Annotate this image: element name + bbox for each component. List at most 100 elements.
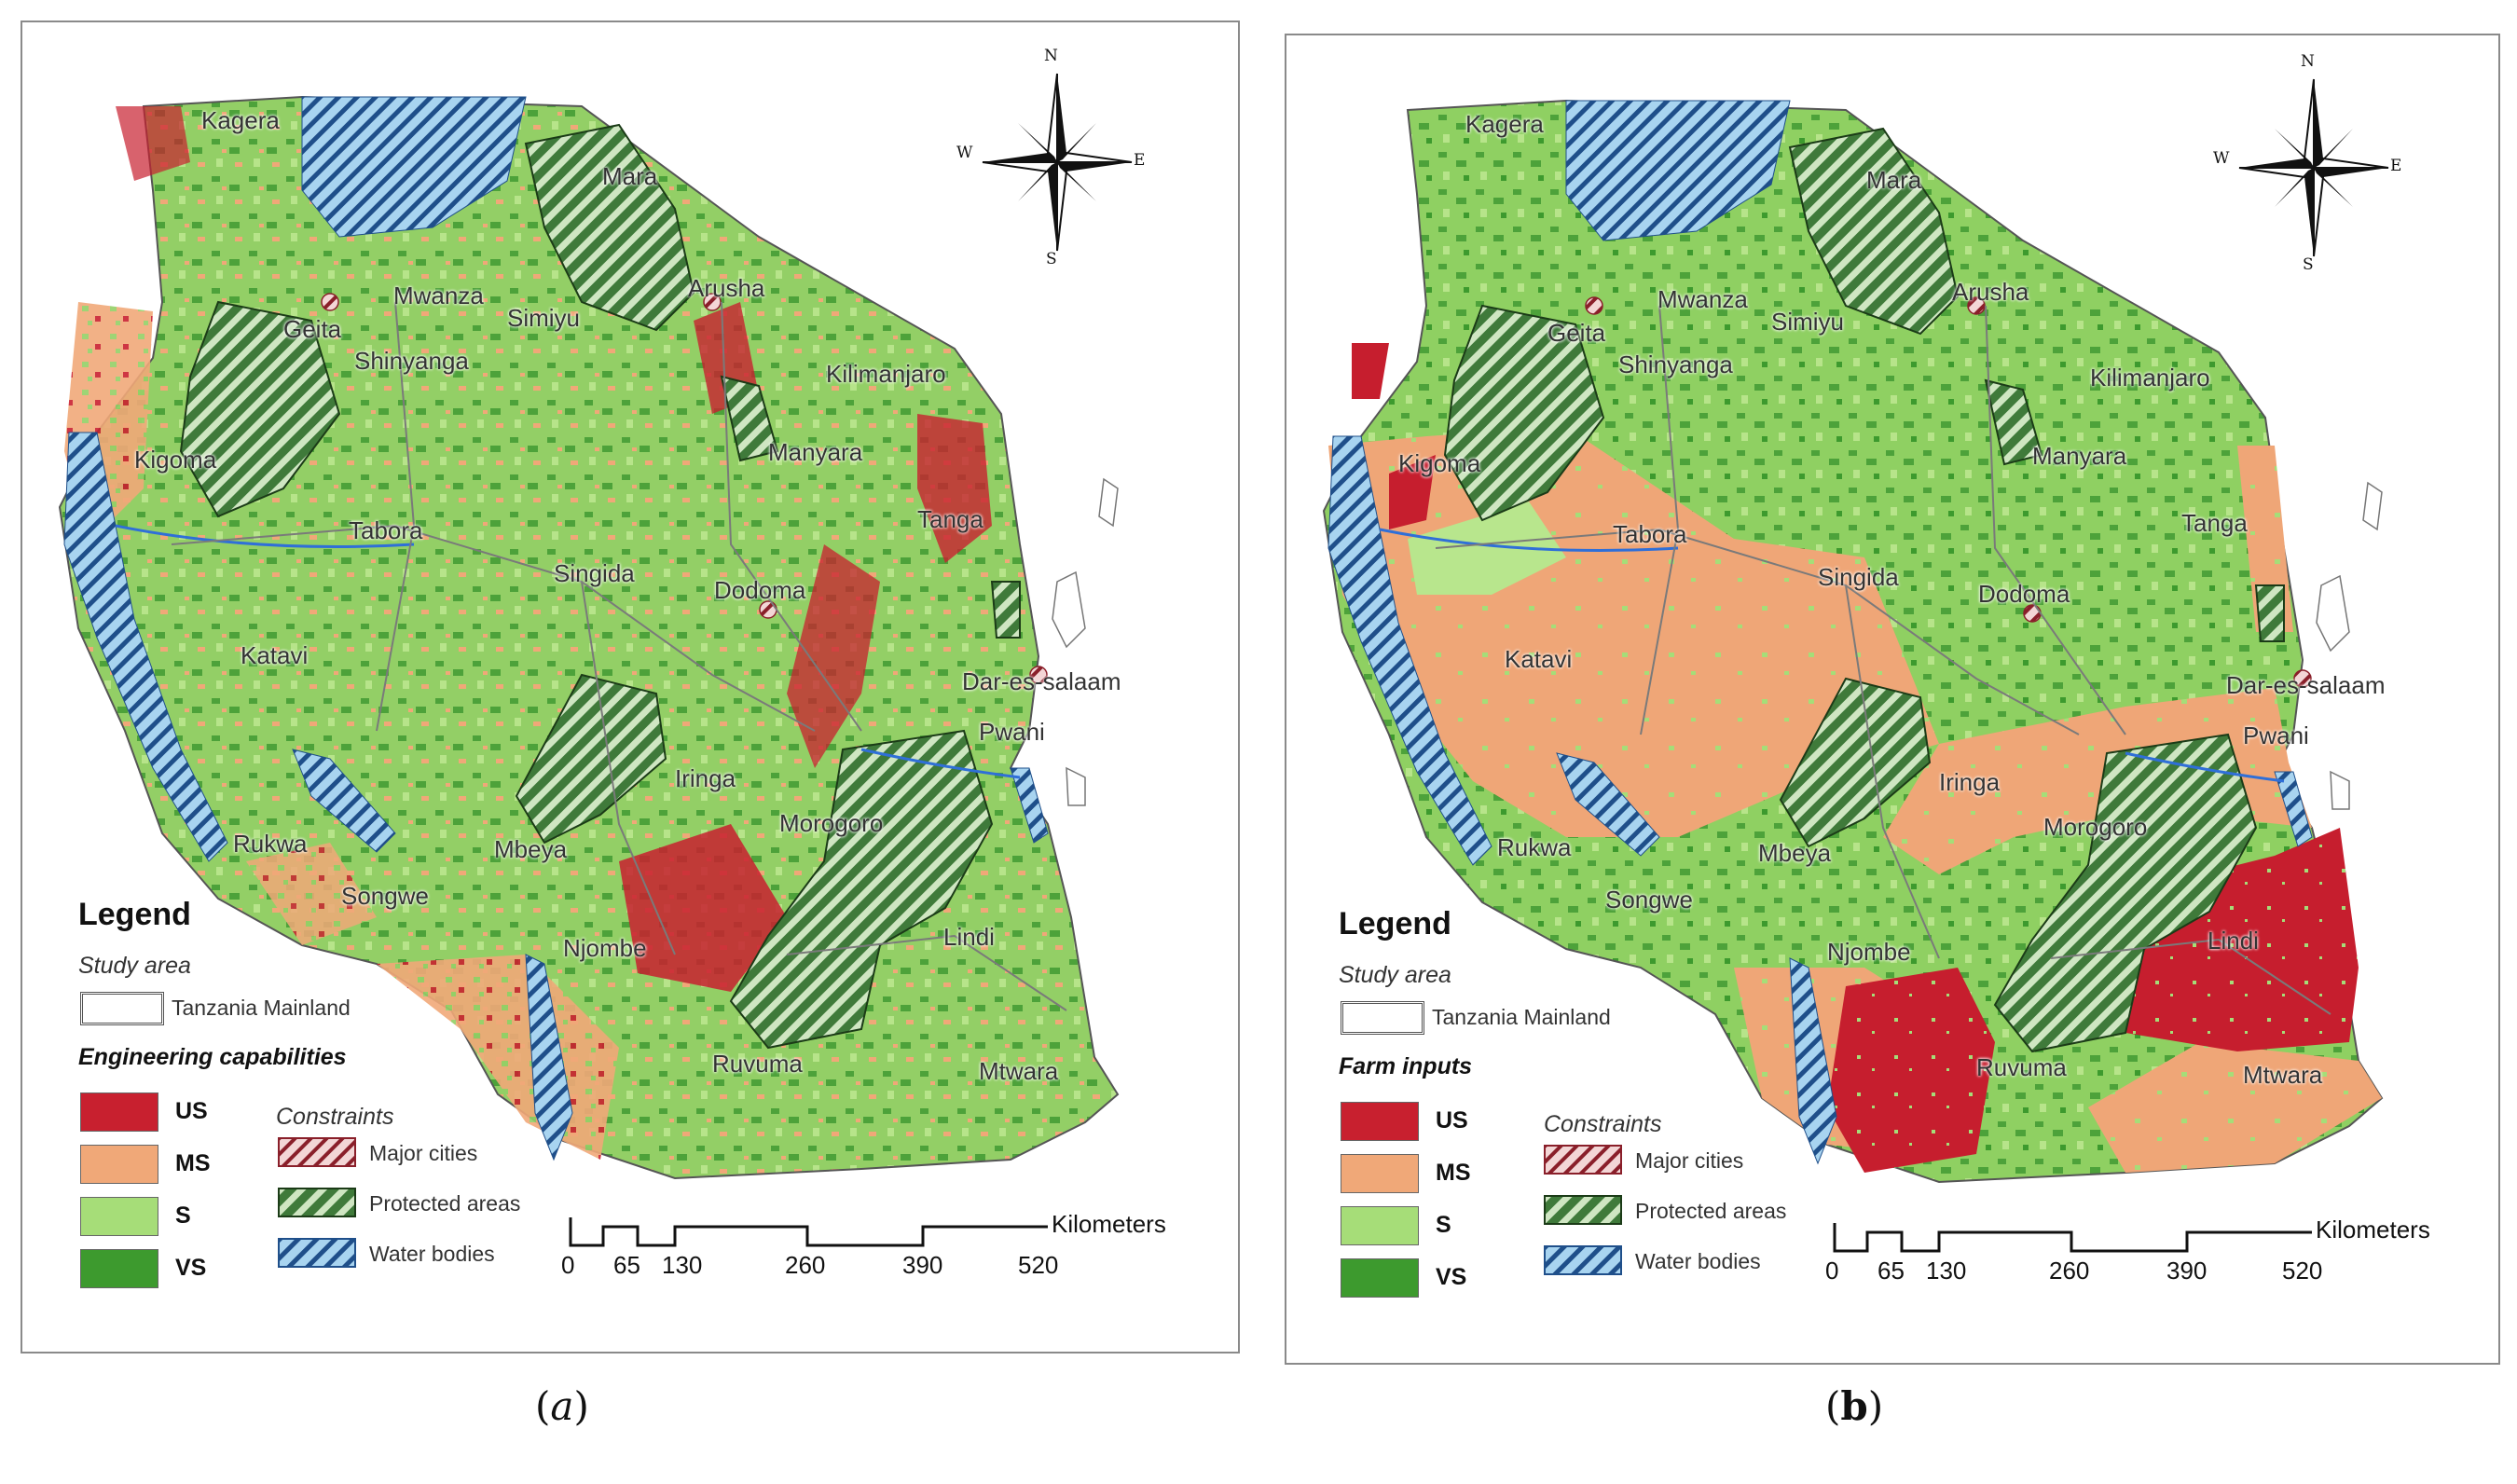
us-zone xyxy=(1389,455,1436,529)
region-boundary xyxy=(1640,305,1680,735)
class-label-ms: MS xyxy=(1436,1160,1471,1186)
legend-classes-heading: Farm inputs xyxy=(1339,1053,1473,1079)
river xyxy=(2125,751,2285,783)
compass-east: E xyxy=(1134,151,1146,170)
swatch-vs xyxy=(1341,1258,1419,1298)
major-city xyxy=(321,293,339,311)
place-label: Kagera xyxy=(201,106,280,134)
place-label: Dodoma xyxy=(714,576,806,604)
protected-area xyxy=(1984,378,2043,466)
place-label: Tanga xyxy=(917,505,983,533)
place-label: Rukwa xyxy=(1497,833,1572,861)
lake-rukwa xyxy=(1556,752,1660,857)
map-panel-a: N E S W Kagera Mara Mwanza Simiyu Arusha… xyxy=(21,21,1240,1353)
class-label-s: S xyxy=(175,1202,191,1229)
place-label: Songwe xyxy=(341,882,429,910)
place-label: Mbeya xyxy=(494,835,568,863)
place-label: Kigoma xyxy=(134,446,217,474)
place-label: Morogoro xyxy=(2043,813,2148,841)
region-boundary xyxy=(2050,938,2331,1015)
place-label: Simiyu xyxy=(507,304,581,332)
map-a-graphic xyxy=(58,73,1133,1247)
major-city xyxy=(703,293,722,311)
swatch-major-cities xyxy=(1544,1145,1622,1175)
place-label: Katavi xyxy=(241,641,309,669)
place-label: Mara xyxy=(602,162,658,190)
place-label: Pwani xyxy=(979,718,1045,746)
compass-south: S xyxy=(2303,255,2314,274)
place-label: Ruvuma xyxy=(712,1050,803,1078)
caption-b: (b) xyxy=(1825,1383,1884,1429)
class-label-ms: MS xyxy=(175,1150,211,1176)
legend-classes-heading: Engineering capabilities xyxy=(78,1044,347,1070)
protected-area xyxy=(179,300,341,518)
river xyxy=(115,524,415,548)
us-zone xyxy=(1352,343,1389,399)
swatch-us xyxy=(1341,1102,1419,1141)
place-label: Dodoma xyxy=(1978,580,2070,608)
caption-a: (a) xyxy=(535,1383,589,1429)
class-label-us: US xyxy=(175,1098,208,1124)
protected-area xyxy=(720,375,779,462)
major-city xyxy=(1585,296,1603,315)
us-zone xyxy=(1827,968,1995,1173)
major-city xyxy=(2293,669,2312,688)
place-label: Njombe xyxy=(1827,938,1911,966)
protected-area xyxy=(1443,304,1605,522)
legend-title: Legend xyxy=(1339,906,1451,941)
ms-patch xyxy=(246,843,377,945)
swatch-s xyxy=(80,1197,158,1236)
compass-west: W xyxy=(2213,149,2230,168)
island xyxy=(2330,770,2350,810)
compass-west: W xyxy=(956,144,973,162)
place-label: Mbeya xyxy=(1758,839,1832,867)
scale-tick: 390 xyxy=(2166,1257,2208,1285)
place-label: Tabora xyxy=(1613,520,1687,548)
constraint-label-protected-areas: Protected areas xyxy=(369,1191,521,1216)
north-arrow xyxy=(2238,78,2389,257)
caption-a-letter: a xyxy=(550,1383,574,1429)
scale-tick: 390 xyxy=(902,1251,943,1279)
scale-tick: 260 xyxy=(785,1251,826,1279)
place-label: Geita xyxy=(1547,319,1606,347)
scale-tick: 0 xyxy=(561,1251,575,1279)
coast-water xyxy=(2274,771,2313,847)
swatch-water-bodies xyxy=(1544,1245,1622,1275)
lake-nyasa xyxy=(1789,957,1837,1165)
study-area-swatch xyxy=(1341,1001,1424,1035)
coast-water xyxy=(1010,767,1049,844)
swatch-major-cities xyxy=(278,1137,356,1167)
legend-study-area-heading: Study area xyxy=(78,953,191,979)
place-label: Songwe xyxy=(1605,886,1693,914)
swatch-water-bodies xyxy=(278,1238,356,1268)
scale-tick: 520 xyxy=(1018,1251,1059,1279)
study-area-label: Tanzania Mainland xyxy=(172,996,351,1020)
place-label: Mtwara xyxy=(2243,1061,2323,1089)
scale-tick: 260 xyxy=(2049,1257,2090,1285)
compass-north: N xyxy=(2301,52,2315,71)
scale-unit: Kilometers xyxy=(1052,1210,1166,1238)
lake-nyasa xyxy=(525,954,573,1161)
north-arrow xyxy=(982,73,1133,252)
legend-constraints-heading: Constraints xyxy=(276,1104,394,1130)
protected-area xyxy=(1788,127,1960,336)
place-label: Kilimanjaro xyxy=(826,360,946,388)
place-label: Mwanza xyxy=(393,282,484,309)
swatch-vs xyxy=(80,1249,158,1288)
place-label: Kagera xyxy=(1465,110,1544,138)
legend-title: Legend xyxy=(78,897,191,932)
river xyxy=(1379,528,1679,552)
place-label: Dar-es-salaam xyxy=(962,667,1121,695)
study-area-swatch xyxy=(80,992,164,1025)
place-label: Shinyanga xyxy=(1618,350,1733,378)
place-label: Pwani xyxy=(2243,721,2309,749)
place-label: Singida xyxy=(1818,563,1899,591)
map-b-graphic xyxy=(1322,78,2389,1253)
us-patch xyxy=(619,824,787,992)
lake-rukwa xyxy=(292,749,396,853)
class-label-us: US xyxy=(1436,1107,1468,1134)
legend-study-area-heading: Study area xyxy=(1339,962,1451,988)
region-boundary xyxy=(376,301,416,732)
place-label: Njombe xyxy=(563,934,647,962)
scale-tick: 130 xyxy=(662,1251,703,1279)
